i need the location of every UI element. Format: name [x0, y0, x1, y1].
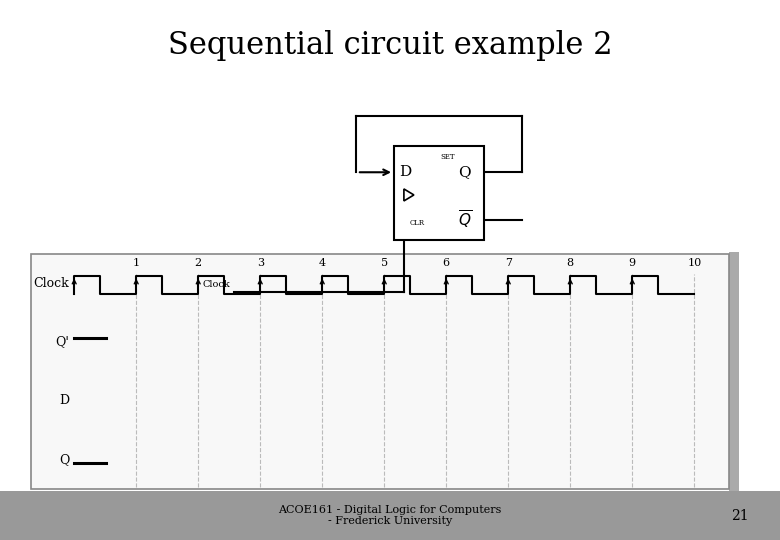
Text: 7: 7 — [505, 258, 512, 268]
Text: CLR: CLR — [410, 219, 425, 227]
Text: D: D — [59, 394, 69, 407]
Bar — [0, 491, 780, 540]
Text: Q: Q — [58, 453, 69, 466]
Text: 8: 8 — [567, 258, 574, 268]
Text: 6: 6 — [443, 258, 450, 268]
Text: Clock: Clock — [34, 276, 69, 289]
Text: 21: 21 — [731, 509, 749, 523]
Text: Q: Q — [459, 165, 471, 179]
Text: Clock: Clock — [202, 280, 230, 288]
Text: Sequential circuit example 2: Sequential circuit example 2 — [168, 30, 612, 60]
Text: 2: 2 — [195, 258, 202, 268]
Text: 5: 5 — [381, 258, 388, 268]
Text: 10: 10 — [687, 258, 701, 268]
Text: 1: 1 — [133, 258, 140, 268]
Polygon shape — [404, 189, 414, 201]
Text: Q': Q' — [55, 335, 69, 348]
Bar — [394, 146, 484, 240]
Text: SET: SET — [441, 153, 456, 161]
Text: 4: 4 — [319, 258, 326, 268]
Text: 3: 3 — [257, 258, 264, 268]
Text: 9: 9 — [629, 258, 636, 268]
Bar — [729, 252, 739, 495]
Bar — [37, 491, 741, 499]
Text: D: D — [399, 165, 411, 179]
Text: ACOE161 - Digital Logic for Computers
- Frederick University: ACOE161 - Digital Logic for Computers - … — [278, 505, 502, 526]
Text: $\overline{Q}$: $\overline{Q}$ — [459, 208, 473, 231]
Bar — [31, 254, 729, 489]
